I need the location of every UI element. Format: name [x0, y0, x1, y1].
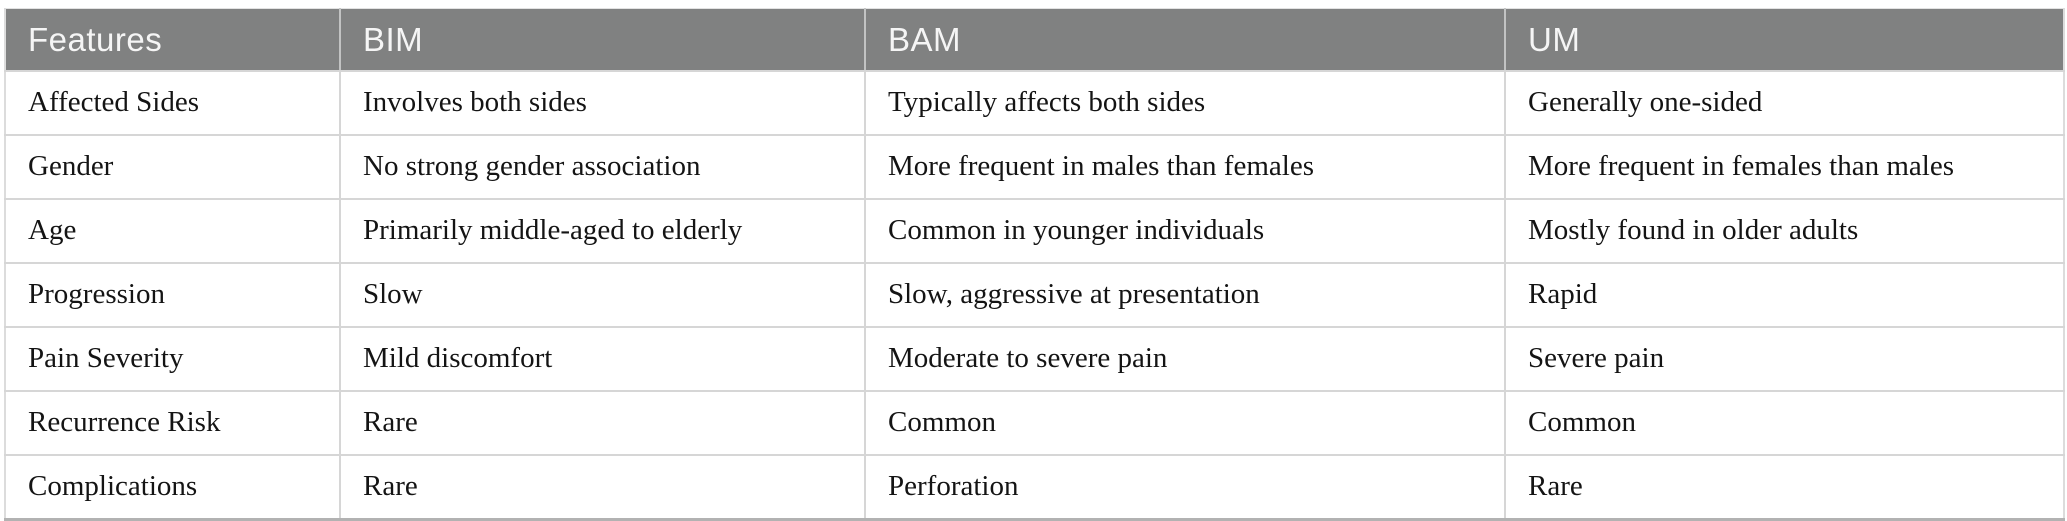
- table-row-progression: Progression Slow Slow, aggressive at pre…: [5, 262, 2064, 327]
- table-header-row: Features BIM BAM UM: [5, 8, 2064, 72]
- table-row-age: Age Primarily middle-aged to elderly Com…: [5, 198, 2064, 263]
- bim-cell: Involves both sides: [339, 71, 865, 135]
- table-row-pain-severity: Pain Severity Mild discomfort Moderate t…: [5, 326, 2064, 391]
- um-cell: Severe pain: [1504, 326, 2064, 391]
- feature-cell: Complications: [5, 454, 340, 520]
- table-row-gender: Gender No strong gender association More…: [5, 134, 2064, 199]
- bam-cell: Moderate to severe pain: [864, 326, 1505, 391]
- bim-cell: Primarily middle-aged to elderly: [339, 198, 865, 263]
- um-cell: Mostly found in older adults: [1504, 198, 2064, 263]
- bim-cell: Rare: [339, 454, 865, 520]
- um-cell: Rapid: [1504, 262, 2064, 327]
- bam-cell: Common in younger individuals: [864, 198, 1505, 263]
- um-cell: Generally one-sided: [1504, 71, 2064, 135]
- bim-cell: Mild discomfort: [339, 326, 865, 391]
- feature-cell: Progression: [5, 262, 340, 327]
- bim-cell: Rare: [339, 390, 865, 455]
- um-cell: More frequent in females than males: [1504, 134, 2064, 199]
- bim-cell: No strong gender association: [339, 134, 865, 199]
- feature-cell: Pain Severity: [5, 326, 340, 391]
- um-cell: Rare: [1504, 454, 2064, 520]
- bim-cell: Slow: [339, 262, 865, 327]
- column-header-bam: BAM: [864, 8, 1505, 72]
- bam-cell: More frequent in males than females: [864, 134, 1505, 199]
- column-header-um: UM: [1504, 8, 2064, 72]
- column-header-bim: BIM: [339, 8, 865, 72]
- feature-cell: Recurrence Risk: [5, 390, 340, 455]
- feature-cell: Affected Sides: [5, 71, 340, 135]
- column-header-features: Features: [5, 8, 340, 72]
- feature-cell: Gender: [5, 134, 340, 199]
- table-row-complications: Complications Rare Perforation Rare: [5, 454, 2064, 520]
- bam-cell: Perforation: [864, 454, 1505, 520]
- um-cell: Common: [1504, 390, 2064, 455]
- bam-cell: Common: [864, 390, 1505, 455]
- features-comparison-table: Features BIM BAM UM Affected Sides Invol…: [4, 8, 2065, 521]
- bam-cell: Typically affects both sides: [864, 71, 1505, 135]
- comparison-table-container: Features BIM BAM UM Affected Sides Invol…: [4, 8, 2065, 521]
- table-row-affected-sides: Affected Sides Involves both sides Typic…: [5, 71, 2064, 135]
- bam-cell: Slow, aggressive at presentation: [864, 262, 1505, 327]
- table-row-recurrence-risk: Recurrence Risk Rare Common Common: [5, 390, 2064, 455]
- feature-cell: Age: [5, 198, 340, 263]
